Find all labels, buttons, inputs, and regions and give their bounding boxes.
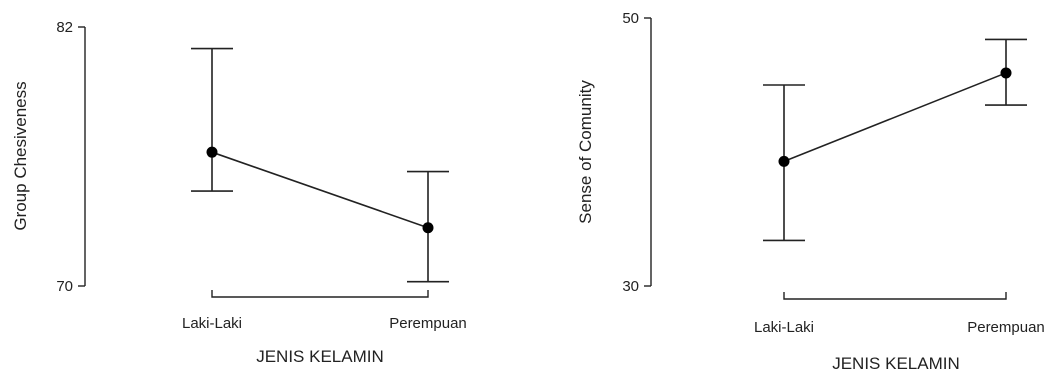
x-axis-bracket	[211, 290, 429, 298]
x-axis-title: JENIS KELAMIN	[832, 354, 960, 373]
y-tick-label: 50	[622, 10, 639, 27]
data-point	[206, 146, 218, 158]
x-axis-bracket	[783, 292, 1007, 300]
y-tick-label: 82	[56, 19, 73, 36]
series-line	[211, 151, 429, 229]
x-tick-label: Perempuan	[389, 315, 467, 332]
x-axis-title: JENIS KELAMIN	[256, 347, 384, 366]
series-line	[783, 72, 1007, 163]
x-tick-label: Laki-Laki	[754, 319, 814, 336]
x-tick-label: Perempuan	[967, 319, 1045, 336]
y-tick-label: 30	[622, 278, 639, 295]
y-tick-label: 70	[56, 278, 73, 295]
x-tick-label: Laki-Laki	[182, 315, 242, 332]
data-point	[778, 155, 790, 167]
y-axis-title: Group Chesiveness	[11, 81, 30, 230]
data-point	[1000, 67, 1012, 79]
data-point	[422, 222, 434, 234]
y-axis-title: Sense of Comunity	[576, 80, 595, 224]
